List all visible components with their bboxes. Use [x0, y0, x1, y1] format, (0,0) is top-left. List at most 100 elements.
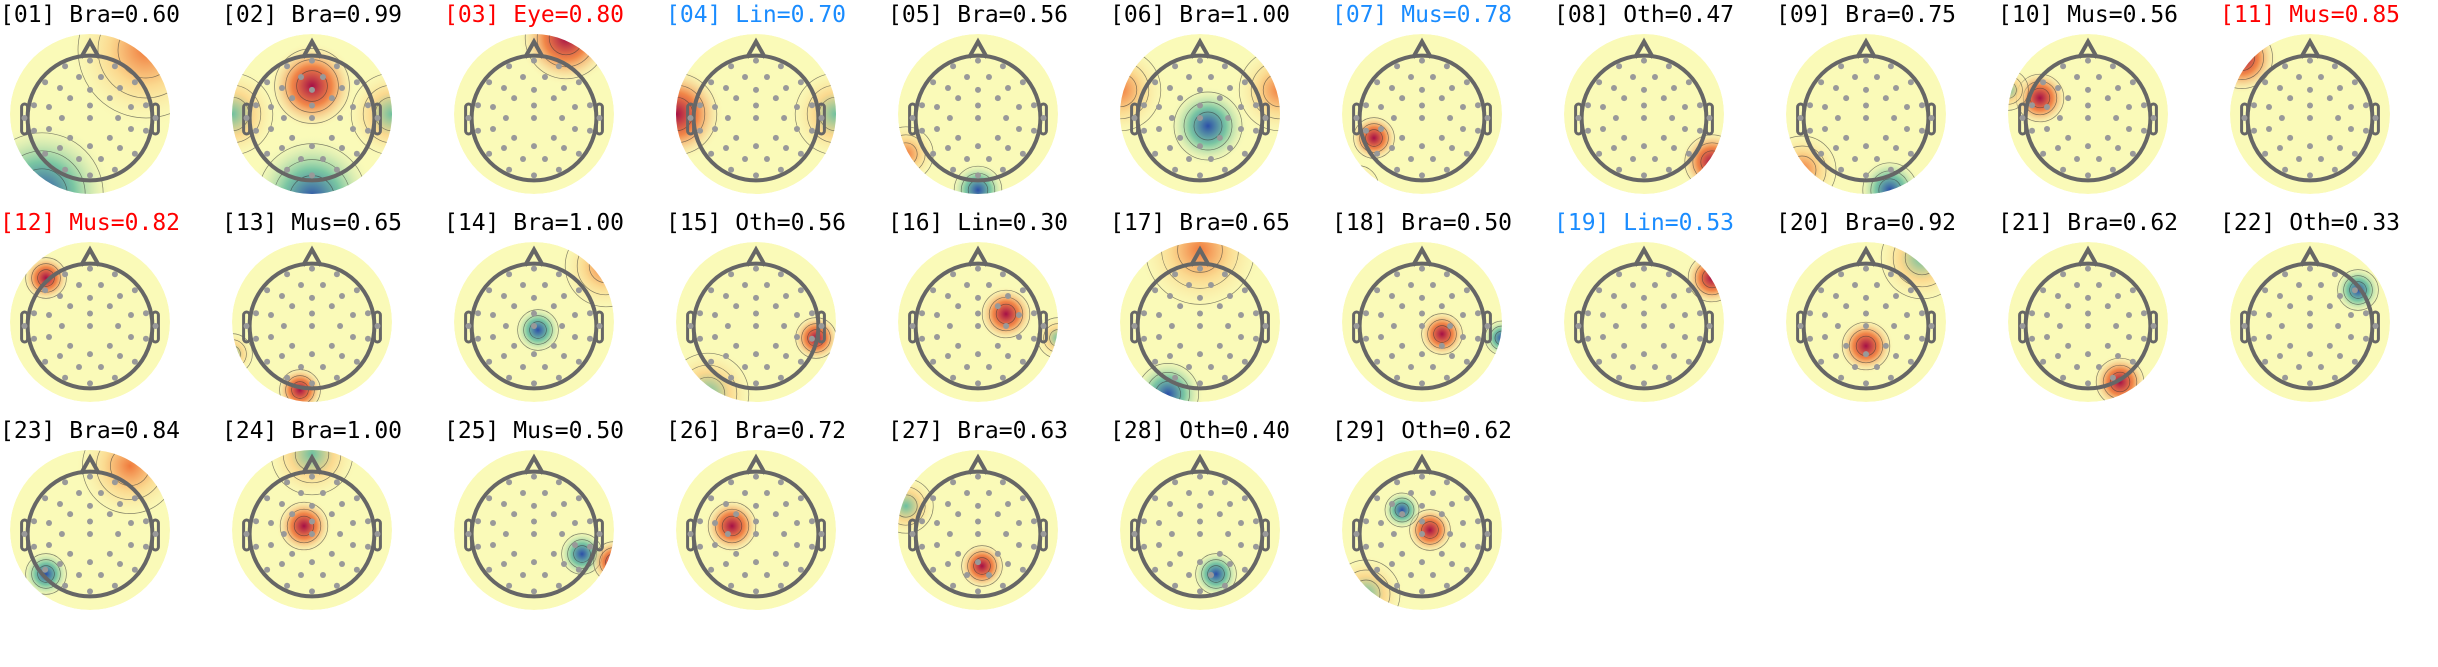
electrode-dot: [777, 166, 784, 173]
electrode-dot: [111, 582, 118, 589]
contour-line: [1343, 171, 1373, 194]
electrode-dot: [87, 86, 93, 93]
electrode-dot: [1443, 479, 1450, 486]
electrode-dot: [763, 74, 770, 81]
electrode-dot: [1374, 495, 1381, 502]
electrode-dot: [337, 323, 344, 329]
electrode-dot: [571, 312, 578, 319]
electrode-dot: [2140, 335, 2147, 342]
electrode-dot: [1641, 57, 1647, 64]
nose-icon: [523, 453, 545, 475]
electrode-dot: [1186, 74, 1193, 81]
electrode-dot: [1252, 127, 1259, 134]
electrode-dot: [964, 74, 971, 81]
contour-line: [1201, 559, 1231, 589]
contour-line: [232, 345, 241, 363]
electrode-dot: [531, 518, 537, 525]
component-title: [11] Mus=0.85: [2220, 2, 2401, 28]
electrode-dot: [511, 303, 518, 310]
electrode-dot: [1221, 374, 1228, 381]
electrode-dot: [1641, 102, 1647, 109]
electrode-dot: [1131, 323, 1138, 329]
component-title: [19] Lin=0.53: [1554, 210, 1735, 236]
electrode-dot: [1882, 303, 1889, 310]
electrode-dot: [62, 166, 69, 173]
component-11: [11] Mus=0.85: [2220, 0, 2438, 208]
ear-icon: [372, 518, 382, 552]
electrode-dot: [733, 511, 740, 518]
electrode-dot: [289, 95, 296, 102]
topomap: [10, 34, 170, 194]
ear-icon: [2240, 310, 2250, 344]
electrode-dot: [500, 353, 507, 360]
electrode-dot: [127, 125, 134, 132]
electrode-dot: [1807, 127, 1814, 134]
contour-line: [2349, 281, 2367, 299]
electrode-dot: [586, 127, 593, 134]
electrode-dot: [964, 363, 971, 370]
electrode-dot: [31, 102, 38, 109]
contour-line: [576, 242, 614, 296]
electrode-dot: [1166, 292, 1173, 299]
topomap: [1564, 242, 1724, 402]
electrode-dot: [87, 380, 93, 387]
electrode-dot: [2266, 104, 2273, 111]
electrode-dot: [575, 495, 582, 502]
electrode-dot: [975, 86, 981, 93]
electrode-dot: [772, 95, 779, 102]
electrode-dot: [994, 95, 1001, 102]
electrode-dot: [67, 303, 74, 310]
electrode-dot: [1419, 265, 1425, 272]
electrode-dot: [1612, 323, 1619, 329]
topomap: [10, 242, 170, 402]
electrode-dot: [550, 95, 557, 102]
electrode-dot: [555, 374, 562, 381]
contour-line: [82, 450, 170, 514]
electrode-dot: [2029, 310, 2036, 317]
electrode-dot: [975, 265, 981, 272]
electrode-dot: [309, 559, 315, 566]
electrode-dot: [2296, 282, 2303, 289]
electrode-dot: [1177, 550, 1184, 557]
electrode-dot: [753, 294, 759, 301]
electrode-dot: [475, 518, 482, 525]
electrode-dot: [298, 155, 305, 162]
ear-icon: [1482, 102, 1492, 136]
topomap: [898, 450, 1058, 610]
electrode-dot: [1818, 79, 1825, 86]
electrode-dot: [975, 559, 981, 566]
electrode-dot: [975, 502, 981, 509]
electrode-dot: [708, 566, 715, 573]
electrode-dot: [1374, 79, 1381, 86]
electrode-dot: [1459, 125, 1466, 132]
electrode-dot: [1838, 166, 1845, 173]
electrode-dot: [531, 115, 537, 121]
electrode-dot: [575, 566, 582, 573]
component-title: [08] Oth=0.47: [1554, 2, 1735, 28]
ear-icon: [372, 102, 382, 136]
contour-line: [961, 545, 1003, 587]
ear-icon: [1704, 102, 1714, 136]
ear-icon: [464, 102, 474, 136]
electrode-dot: [1863, 380, 1869, 387]
electrode-dot: [1893, 292, 1900, 299]
contour-line: [286, 508, 322, 544]
electrode-dot: [930, 150, 937, 157]
electrode-dot: [777, 374, 784, 381]
component-title: [07] Mus=0.78: [1332, 2, 1513, 28]
contour-line: [676, 72, 718, 156]
electrode-dot: [531, 588, 537, 595]
electrode-dot: [106, 303, 113, 310]
electrode-dot: [1419, 115, 1425, 121]
electrode-dot: [1419, 57, 1425, 64]
electrode-dot: [712, 312, 719, 319]
electrode-dot: [309, 143, 315, 150]
electrode-dot: [753, 86, 759, 93]
electrode-dot: [999, 479, 1006, 486]
electrode-dot: [1907, 150, 1914, 157]
component-17: [17] Bra=0.65: [1110, 208, 1332, 416]
electrode-dot: [31, 335, 38, 342]
electrode-dot: [1660, 134, 1667, 141]
electrode-dot: [955, 95, 962, 102]
electrode-dot: [67, 95, 74, 102]
